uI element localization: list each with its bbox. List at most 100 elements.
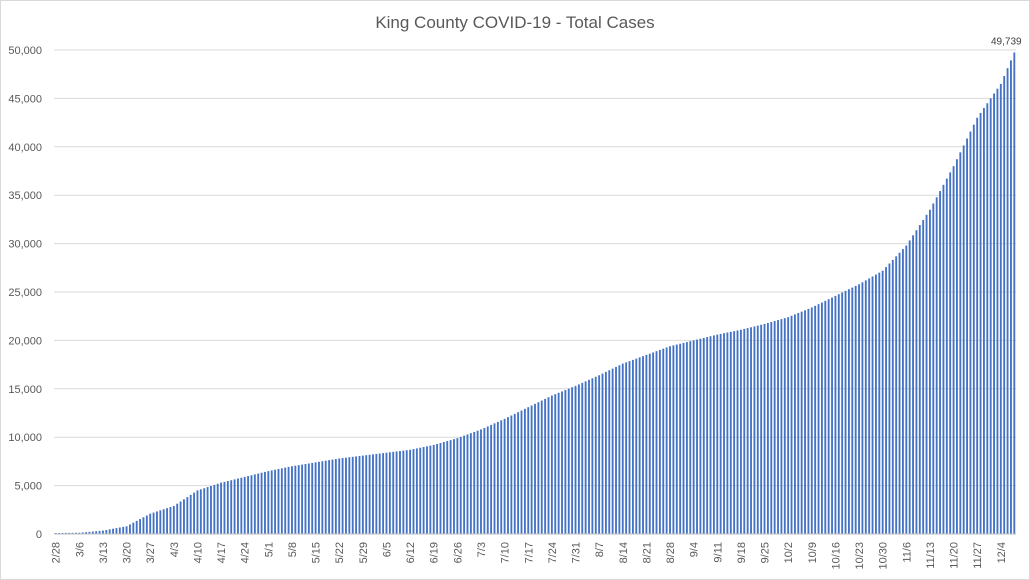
x-tick-label: 6/12 xyxy=(405,542,417,563)
y-tick-label: 35,000 xyxy=(8,190,42,202)
bar xyxy=(98,530,101,534)
bar xyxy=(996,88,999,534)
x-tick-label: 8/28 xyxy=(665,542,677,563)
bar xyxy=(426,446,428,534)
bar xyxy=(739,329,742,534)
bar xyxy=(544,398,547,534)
bar xyxy=(868,278,871,534)
bar xyxy=(709,336,712,534)
x-axis-tick-labels: 2/28 3/6 3/13 3/20 3/27 4/3 4/10 4/17 4/24 5/1 5/8… xyxy=(51,542,1008,570)
bar xyxy=(908,240,911,535)
bar xyxy=(334,459,337,534)
bar xyxy=(949,172,952,534)
bar xyxy=(247,476,250,534)
bar xyxy=(716,334,719,534)
bar xyxy=(766,322,769,534)
bar xyxy=(601,373,604,534)
bar xyxy=(804,310,806,534)
bar xyxy=(861,282,864,534)
bar xyxy=(183,499,185,534)
bar xyxy=(837,294,840,534)
bar xyxy=(473,431,476,534)
bar xyxy=(827,299,830,534)
bar xyxy=(564,390,567,534)
bar xyxy=(213,484,216,534)
bar xyxy=(706,337,709,534)
bar xyxy=(901,249,904,534)
x-tick-label: 6/5 xyxy=(381,542,393,557)
y-axis-tick-labels: 0 5,000 10,000 15,000 20,000 25,000 30,000 35,0… xyxy=(8,45,42,541)
bar xyxy=(311,462,314,534)
bar xyxy=(797,313,800,534)
bar xyxy=(534,403,536,534)
bar xyxy=(176,503,179,534)
y-tick-label: 25,000 xyxy=(8,287,42,299)
bar xyxy=(436,443,439,534)
bar xyxy=(885,267,887,534)
x-tick-label: 9/11 xyxy=(712,542,724,563)
bar xyxy=(233,479,236,534)
bar xyxy=(983,108,985,534)
bar xyxy=(75,532,77,534)
bar xyxy=(1003,76,1006,534)
bar xyxy=(85,532,87,534)
bar xyxy=(874,274,877,534)
bar xyxy=(166,508,169,534)
x-tick-label: 10/16 xyxy=(830,542,842,570)
x-tick-label: 9/25 xyxy=(760,542,772,563)
bar xyxy=(456,438,459,534)
bar xyxy=(689,341,692,534)
x-tick-label: 8/21 xyxy=(641,542,653,563)
bar xyxy=(108,529,111,534)
bar xyxy=(145,515,148,534)
bar xyxy=(891,259,894,534)
bar xyxy=(790,315,793,534)
bar xyxy=(503,418,506,534)
bar xyxy=(783,318,786,534)
bar xyxy=(237,478,239,534)
x-tick-label: 6/19 xyxy=(429,542,441,563)
bar xyxy=(844,290,847,534)
x-tick-label: 2/28 xyxy=(51,542,63,563)
x-tick-label: 7/10 xyxy=(500,542,512,563)
x-tick-label: 7/3 xyxy=(476,542,488,557)
bar xyxy=(530,405,533,534)
bar xyxy=(733,331,736,534)
bar xyxy=(628,361,631,534)
bar xyxy=(304,464,307,534)
bar xyxy=(338,458,341,534)
bar xyxy=(355,456,358,534)
x-tick-label: 5/29 xyxy=(358,542,370,563)
bar xyxy=(550,395,553,534)
bar xyxy=(952,166,955,534)
bar xyxy=(142,517,145,534)
bar xyxy=(422,447,425,534)
bar xyxy=(685,342,688,534)
bar xyxy=(905,245,908,535)
bar xyxy=(453,439,455,534)
bar xyxy=(770,322,773,534)
bar xyxy=(638,357,641,534)
bar xyxy=(966,138,968,534)
bar xyxy=(149,513,152,534)
bar xyxy=(814,305,817,534)
bar xyxy=(250,475,253,534)
bar xyxy=(591,378,594,534)
bar xyxy=(324,460,327,534)
bar xyxy=(243,476,246,534)
bar xyxy=(962,145,965,535)
bar xyxy=(598,375,601,534)
bar xyxy=(206,487,209,534)
x-tick-label: 8/14 xyxy=(618,542,630,563)
bar xyxy=(777,320,779,534)
bar xyxy=(858,284,860,534)
bar xyxy=(71,532,74,534)
bar xyxy=(871,276,874,534)
bar xyxy=(520,410,523,534)
bar xyxy=(888,263,891,534)
bar xyxy=(712,335,715,534)
bar xyxy=(807,308,810,534)
x-tick-label: 7/17 xyxy=(523,542,535,563)
bar xyxy=(831,297,833,534)
